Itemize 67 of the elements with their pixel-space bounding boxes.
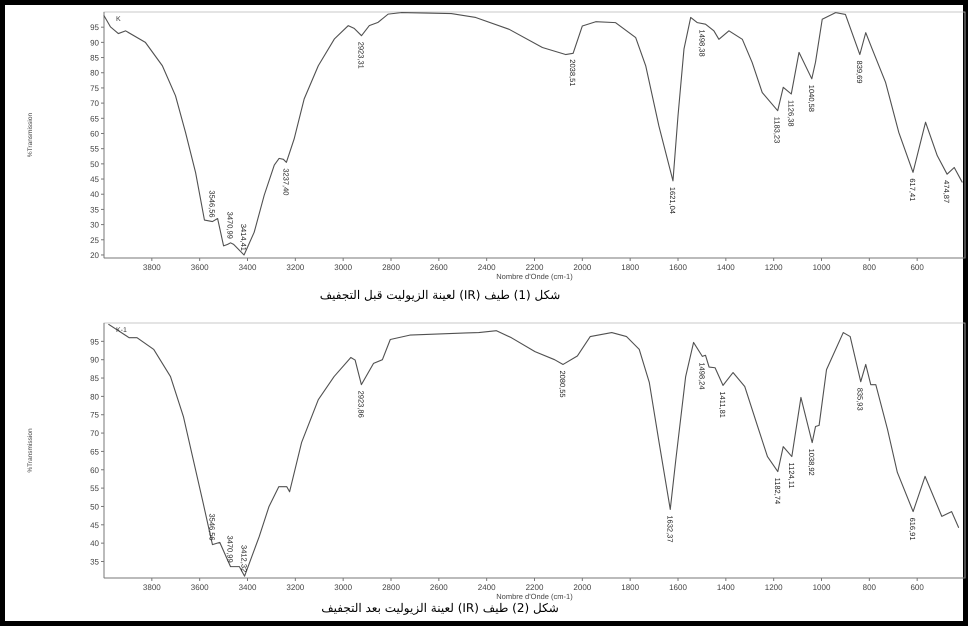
x-tick-label: 3600 (190, 263, 210, 272)
x-tick-label: 3800 (142, 263, 162, 272)
x-tick-label: 600 (910, 583, 924, 592)
text: شكل (2) طيف (IR) لعينة الزيوليت بعد التجفيف (321, 601, 559, 615)
x-tick-label: 2600 (430, 583, 448, 592)
x-tick-label: 800 (862, 583, 877, 592)
x-tick-label: 1200 (764, 263, 784, 272)
y-tick-label: 65 (90, 114, 100, 124)
y-tick-label: 40 (90, 190, 100, 200)
x-tick-label: 1400 (716, 583, 736, 592)
y-tick-label: 20 (90, 250, 100, 260)
x-tick-label: 3400 (238, 263, 257, 272)
x-tick-label: 2400 (478, 583, 496, 592)
y-tick-label: 35 (90, 557, 100, 566)
y-tick-label: 30 (90, 220, 100, 230)
x-tick-label: 600 (910, 263, 924, 272)
x-tick-label: 1800 (621, 263, 640, 272)
y-tick-label: 95 (90, 23, 100, 32)
x-tick-label: 2800 (382, 263, 400, 272)
x-tick-label: 2600 (430, 263, 448, 272)
x-tick-label: 2000 (573, 583, 592, 592)
y-tick-label: 70 (90, 99, 100, 108)
y-tick-label: 60 (90, 129, 100, 138)
x-tick-label: 1600 (669, 263, 688, 272)
x-tick-label: 3200 (286, 263, 305, 272)
y-tick-label: 75 (90, 84, 100, 93)
x-tick-label: 3000 (334, 583, 353, 592)
y-tick-label: 70 (90, 429, 100, 438)
y-tick-label: 35 (90, 205, 100, 214)
x-tick-label: 2200 (526, 263, 544, 272)
x-tick-label: 3600 (190, 583, 210, 592)
x-tick-label: 3400 (238, 583, 257, 592)
y-tick-label: 25 (90, 236, 100, 245)
x-tick-label: 1000 (812, 583, 831, 592)
x-tick-label: 2200 (526, 583, 544, 592)
y-tick-label: 90 (90, 356, 100, 365)
y-tick-label: 85 (90, 54, 100, 63)
x-tick-label: 2400 (478, 263, 496, 272)
x-tick-label: 1600 (669, 583, 688, 592)
y-tick-label: 80 (90, 392, 100, 402)
x-tick-label: 1000 (812, 263, 831, 272)
y-tick-label: 45 (90, 175, 100, 184)
y-tick-label: 65 (90, 447, 100, 456)
y-tick-label: 55 (90, 144, 100, 154)
y-tick-label: 50 (90, 502, 100, 512)
x-tick-label: 1400 (716, 263, 736, 272)
y-tick-label: 55 (90, 484, 100, 494)
x-tick-label: 2800 (382, 583, 400, 592)
y-tick-label: 80 (90, 68, 100, 78)
text: شكل (1) طيف (IR) لعينة الزيوليت قبل التجفيف (320, 288, 560, 302)
line-series (103, 12, 963, 256)
x-tick-label: 3800 (142, 583, 162, 592)
line-series (108, 324, 960, 577)
x-tick-label: 1200 (764, 583, 784, 592)
y-tick-label: 60 (90, 466, 100, 475)
y-tick-label: 40 (90, 539, 100, 548)
x-tick-label: 3200 (286, 583, 305, 592)
y-tick-label: 95 (90, 337, 100, 346)
x-tick-label: 800 (862, 263, 877, 272)
y-tick-label: 45 (90, 520, 100, 530)
y-tick-label: 90 (90, 38, 100, 48)
x-tick-label: 3000 (334, 263, 353, 272)
x-tick-label: 2000 (573, 263, 592, 272)
x-tick-label: 1800 (621, 583, 640, 592)
y-tick-label: 50 (90, 160, 100, 169)
y-tick-label: 75 (90, 410, 100, 420)
y-tick-label: 85 (90, 374, 100, 384)
